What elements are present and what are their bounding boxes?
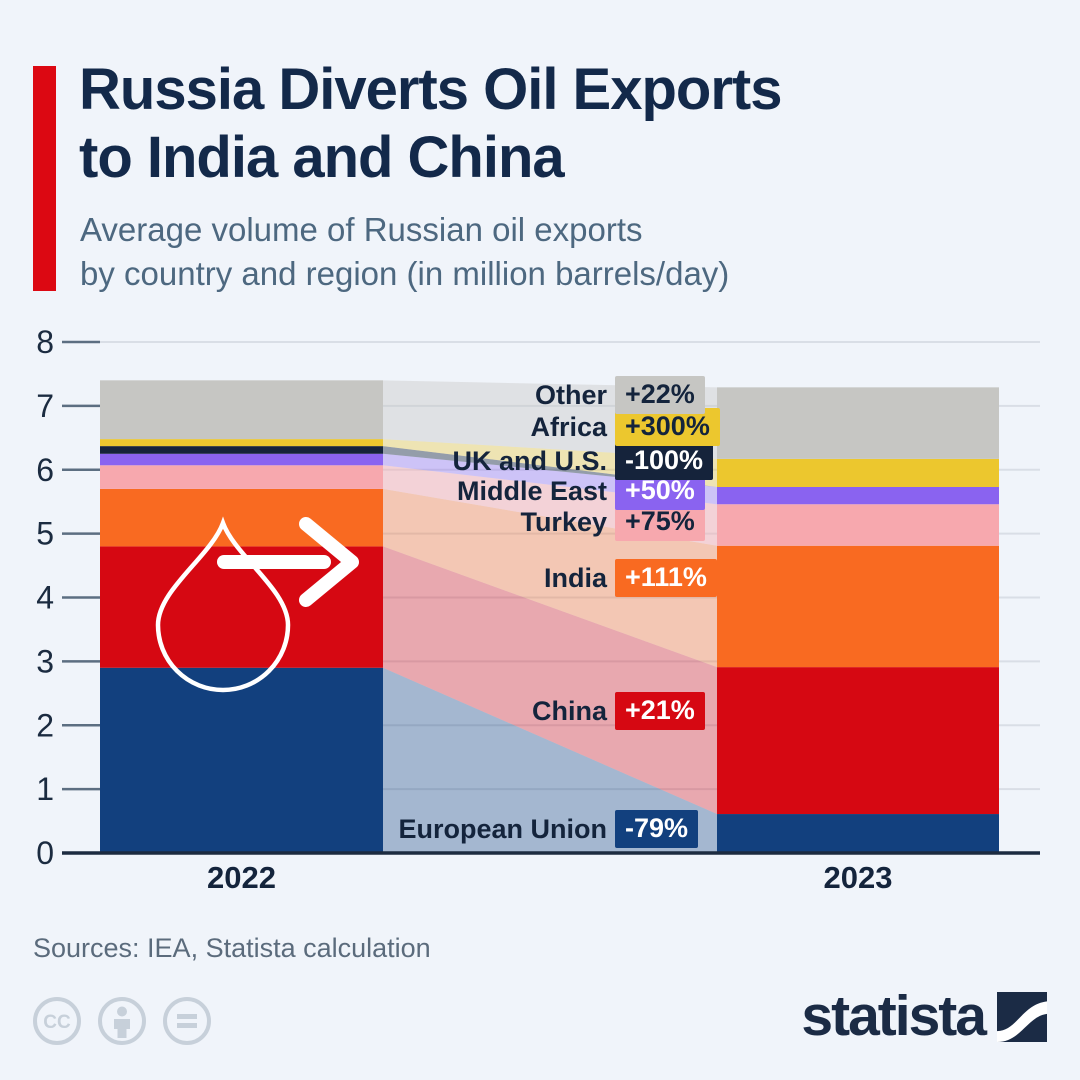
bar-segment-africa-2023 xyxy=(717,458,999,487)
bar-segment-india-2022 xyxy=(100,488,383,547)
x-axis-label-2022: 2022 xyxy=(207,860,276,895)
oil-drop-right-arrow-icon xyxy=(155,516,359,693)
bar-segment-china-2023 xyxy=(717,667,999,815)
change-badge-uk-and-u-s-: -100% xyxy=(615,441,714,481)
subtitle-line-1: Average volume of Russian oil exports xyxy=(80,211,643,248)
y-tick-label-4: 4 xyxy=(36,580,54,616)
bar-segment-uk-and-u-s--2022 xyxy=(100,446,383,454)
svg-text:CC: CC xyxy=(43,1012,71,1033)
page-subtitle: Average volume of Russian oil exports by… xyxy=(80,208,729,296)
flow-label-row-india: India +111% xyxy=(544,558,717,598)
flow-label-row-africa: Africa +300% xyxy=(530,407,720,447)
y-tick-label-5: 5 xyxy=(36,516,54,552)
stacked-bars-layer xyxy=(100,380,999,853)
bar-segment-other-2022 xyxy=(100,380,383,440)
bar-segment-africa-2022 xyxy=(100,439,383,447)
title-line-1: Russia Diverts Oil Exports xyxy=(79,57,782,122)
category-label-turkey: Turkey xyxy=(520,506,607,537)
title-line-2: to India and China xyxy=(79,125,565,190)
bar-segment-middle-east-2023 xyxy=(717,486,999,505)
cc-nd-equals-icon xyxy=(163,997,211,1045)
title-accent-bar xyxy=(33,66,56,291)
category-label-european-union: European Union xyxy=(398,813,608,844)
flow-label-row-other: Other +22% xyxy=(535,375,705,415)
change-badge-european-union: -79% xyxy=(615,809,699,849)
page-title: Russia Diverts Oil Exports to India and … xyxy=(79,56,782,192)
category-label-india: India xyxy=(543,562,607,593)
sources-note: Sources: IEA, Statista calculation xyxy=(33,933,431,963)
y-tick-label-0: 0 xyxy=(36,835,54,871)
y-tick-label-6: 6 xyxy=(36,452,54,488)
flow-label-row-european-union: European Union -79% xyxy=(399,809,699,849)
cc-circle-icon: CC xyxy=(33,997,81,1045)
category-label-china: China xyxy=(531,695,607,726)
statista-logo: statista xyxy=(801,988,1047,1045)
license-icons: CC xyxy=(31,995,213,1047)
y-tick-label-7: 7 xyxy=(36,388,54,424)
y-tick-label-2: 2 xyxy=(36,707,54,743)
change-badge-india: +111% xyxy=(615,558,717,598)
bar-segment-european-union-2022 xyxy=(100,667,383,853)
category-label-middle-east: Middle East xyxy=(456,475,607,506)
subtitle-line-2: by country and region (in million barrel… xyxy=(80,255,730,292)
category-label-africa: Africa xyxy=(530,411,607,442)
bar-segment-middle-east-2022 xyxy=(100,453,383,466)
bar-segment-european-union-2023 xyxy=(717,814,999,853)
flow-label-row-uk-and-u-s-: UK and U.S. -100% xyxy=(452,441,714,481)
change-badge-china: +21% xyxy=(615,691,705,731)
y-tick-label-3: 3 xyxy=(36,643,54,679)
cc-by-person-icon xyxy=(98,997,146,1045)
statista-swoosh-icon xyxy=(997,991,1047,1042)
statista-wordmark: statista xyxy=(801,984,987,1048)
x-axis-label-2023: 2023 xyxy=(823,860,893,895)
flow-label-row-china: China +21% xyxy=(532,691,705,731)
arrow-head xyxy=(299,517,359,607)
bar-segment-other-2023 xyxy=(717,387,999,459)
y-tick-label-8: 8 xyxy=(36,324,54,360)
flow-band-china xyxy=(383,546,717,815)
category-label-other: Other xyxy=(534,379,607,410)
bar-segment-turkey-2022 xyxy=(100,465,383,489)
bar-segment-turkey-2023 xyxy=(717,504,999,546)
bar-segment-india-2023 xyxy=(717,545,999,668)
change-badge-other: +22% xyxy=(615,375,705,415)
y-axis-labels: 0 1 2 3 4 5 6 7 8 xyxy=(36,324,54,871)
oil-drop-icon xyxy=(155,516,291,693)
y-tick-label-1: 1 xyxy=(36,771,54,807)
category-label-uk-and-u-s-: UK and U.S. xyxy=(452,445,607,476)
flow-band-european-union xyxy=(383,667,717,853)
change-badge-africa: +300% xyxy=(615,407,720,447)
